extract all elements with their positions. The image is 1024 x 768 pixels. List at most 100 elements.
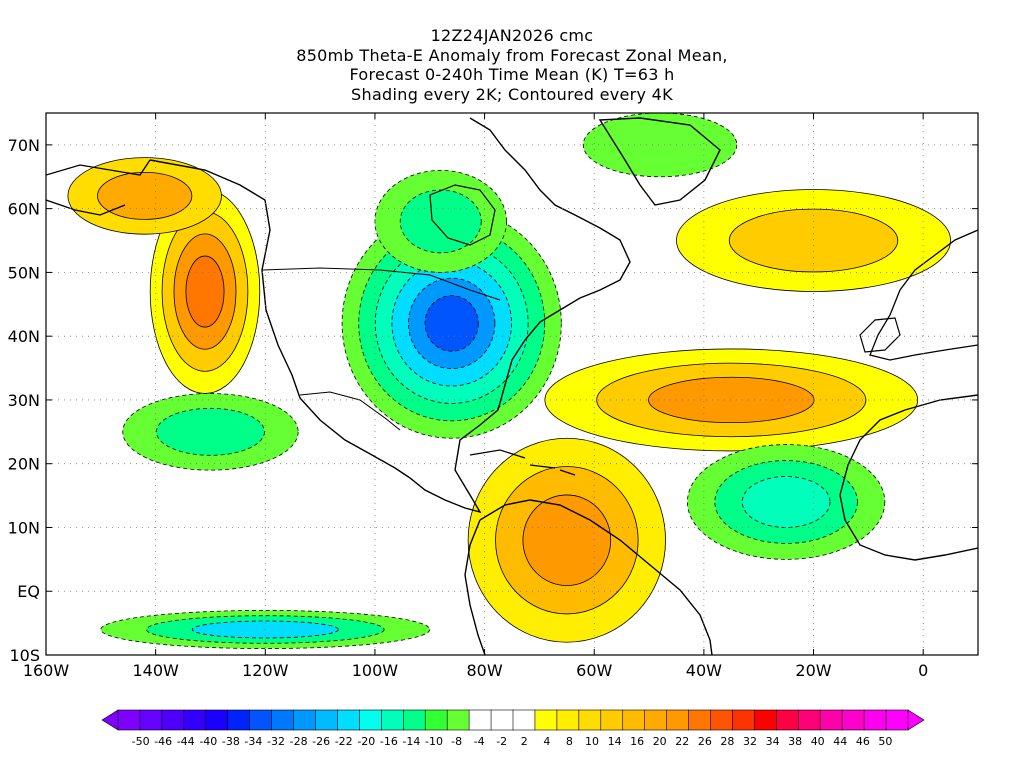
colorbar-bin bbox=[468, 709, 492, 731]
west-coast-warm-anomaly-level-3 bbox=[185, 255, 225, 328]
colorbar-label: 14 bbox=[608, 735, 622, 748]
alaska-coastline bbox=[46, 159, 151, 216]
title-line-1: 12Z24JAN2026 cmc bbox=[430, 26, 594, 45]
colorbar-bin bbox=[490, 709, 514, 731]
colorbar-label: -26 bbox=[312, 735, 330, 748]
colorbar-bin bbox=[819, 709, 843, 731]
lat-tick-label: 10S bbox=[9, 646, 40, 665]
subtropical-atlantic-cool-level-2 bbox=[741, 476, 831, 528]
colorbar-label: -2 bbox=[496, 735, 507, 748]
lon-tick-label: 60W bbox=[576, 661, 612, 680]
south-america-warm-level-2 bbox=[522, 494, 612, 586]
axis-ticks bbox=[45, 113, 978, 656]
lon-tick-label: 20W bbox=[795, 661, 831, 680]
lon-tick-label: 100W bbox=[352, 661, 399, 680]
colorbar-label: 10 bbox=[585, 735, 599, 748]
colorbar-label: 4 bbox=[543, 735, 550, 748]
lon-tick-label: 40W bbox=[686, 661, 722, 680]
plot-frame bbox=[45, 112, 979, 656]
colorbar-label: -34 bbox=[244, 735, 262, 748]
title-line-2: 850mb Theta-E Anomaly from Forecast Zona… bbox=[296, 45, 728, 65]
colorbar-label: -20 bbox=[357, 735, 375, 748]
coastlines bbox=[46, 117, 978, 655]
colorbar-bin bbox=[622, 709, 646, 731]
colorbar-label: -14 bbox=[402, 735, 420, 748]
longitude-axis: 160W 140W 120W 100W 80W 60W 40W 20W 0 bbox=[23, 661, 928, 680]
europe-coastline bbox=[869, 229, 978, 361]
colorbar-label: 46 bbox=[856, 735, 870, 748]
colorbar-label: -4 bbox=[474, 735, 485, 748]
west-coast-warm-anomaly bbox=[149, 189, 261, 394]
colorbar-bin bbox=[841, 709, 865, 731]
colorbar-label: 28 bbox=[720, 735, 734, 748]
colorbar-bin bbox=[644, 709, 668, 731]
colorbar-bin bbox=[402, 709, 426, 731]
colorbar-label: 34 bbox=[766, 735, 780, 748]
title-block: 12Z24JAN2026 cmc 850mb Theta-E Anomaly f… bbox=[0, 26, 1024, 104]
colorbar-label: -32 bbox=[267, 735, 285, 748]
colorbar-bin bbox=[205, 709, 229, 731]
lat-tick-label: 60N bbox=[8, 200, 40, 219]
colorbar-label: -28 bbox=[290, 735, 308, 748]
subtropical-atlantic-cool bbox=[687, 444, 886, 560]
hudson-cold bbox=[374, 169, 507, 273]
eastern-us-cold-anomaly-level-5 bbox=[424, 295, 479, 352]
colorbar-low-arrow bbox=[101, 709, 119, 731]
colorbar-bin bbox=[666, 709, 690, 731]
plot-area bbox=[46, 113, 978, 655]
colorbar-bin bbox=[512, 709, 536, 731]
colorbar-bin bbox=[139, 709, 163, 731]
colorbar-bin bbox=[337, 709, 360, 731]
colorbar-label: 32 bbox=[743, 735, 757, 748]
lon-tick-label: 120W bbox=[242, 661, 289, 680]
colorbar-bin bbox=[797, 709, 821, 731]
colorbar-label: -50 bbox=[132, 735, 150, 748]
colorbar-label: 22 bbox=[675, 735, 689, 748]
atlantic-warm-plume bbox=[544, 348, 919, 452]
colorbar-bin bbox=[688, 709, 712, 731]
south-america-warm bbox=[467, 437, 666, 643]
colorbar-label: -40 bbox=[199, 735, 217, 748]
greenland-outline bbox=[598, 117, 721, 206]
lon-tick-label: 80W bbox=[466, 661, 502, 680]
north-atlantic-warm bbox=[676, 189, 952, 292]
colorbar-labels: -50 -46 -44 -40 -38 -34 -32 -28 -26 -22 -20 -16 -14-… bbox=[132, 735, 893, 748]
colorbar-label: 38 bbox=[788, 735, 802, 748]
lat-tick-label: 70N bbox=[8, 136, 40, 155]
lon-tick-label: 0 bbox=[918, 661, 928, 680]
latitude-axis: 70N 60N 50N 40N 30N 20N 10N EQ 10S bbox=[8, 136, 40, 665]
colorbar-label: -16 bbox=[380, 735, 398, 748]
colorbar-label: -44 bbox=[177, 735, 195, 748]
us-mexico-border bbox=[299, 391, 401, 431]
colorbar-label: -46 bbox=[154, 735, 172, 748]
lon-tick-label: 160W bbox=[23, 661, 70, 680]
iberia-coastline bbox=[859, 317, 901, 353]
atlantic-warm-plume-level-2 bbox=[648, 376, 815, 424]
title-line-4: Shading every 2K; Contoured every 4K bbox=[351, 84, 673, 104]
lat-tick-label: 50N bbox=[8, 263, 40, 282]
hudson-cold-level-1 bbox=[399, 189, 482, 254]
colorbar-label: -38 bbox=[222, 735, 240, 748]
colorbar-label: 2 bbox=[521, 735, 528, 748]
colorbar-label: 26 bbox=[698, 735, 712, 748]
colorbar-label: 50 bbox=[878, 735, 892, 748]
colorbar-label: 20 bbox=[653, 735, 667, 748]
pacific-cool-level-1 bbox=[156, 407, 265, 456]
caribbean-islands bbox=[469, 449, 576, 476]
colorbar-bin bbox=[578, 709, 602, 731]
colorbar-bin bbox=[183, 709, 207, 731]
alaska-warm-anomaly bbox=[67, 157, 222, 235]
alaska-warm-anomaly-level-1 bbox=[97, 171, 193, 220]
colorbar-bin bbox=[271, 709, 295, 731]
colorbar-bin bbox=[732, 709, 755, 731]
colorbar-bin bbox=[315, 709, 339, 731]
lat-tick-label: EQ bbox=[17, 582, 40, 601]
colorbar-bin bbox=[117, 709, 141, 731]
colorbar-label: 8 bbox=[566, 735, 573, 748]
pacific-cool bbox=[122, 393, 299, 471]
colorbar-bin bbox=[249, 709, 273, 731]
title-line-3: Forecast 0-240h Time Mean (K) T=63 h bbox=[349, 65, 675, 84]
us-canada-border bbox=[261, 267, 501, 301]
colorbar-bin bbox=[424, 709, 448, 731]
